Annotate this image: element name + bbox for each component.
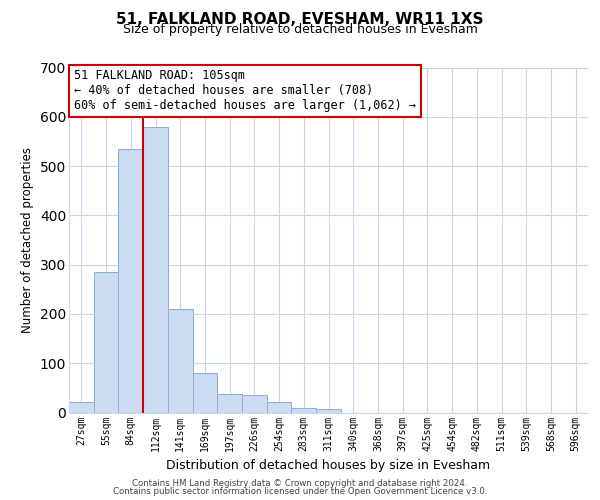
Bar [316,408,341,412]
Text: 51 FALKLAND ROAD: 105sqm
← 40% of detached houses are smaller (708)
60% of semi-: 51 FALKLAND ROAD: 105sqm ← 40% of detach… [74,69,416,112]
Bar [168,309,193,412]
Bar [143,126,168,412]
Bar [94,272,118,412]
Text: 51, FALKLAND ROAD, EVESHAM, WR11 1XS: 51, FALKLAND ROAD, EVESHAM, WR11 1XS [116,12,484,28]
Bar [193,373,217,412]
Y-axis label: Number of detached properties: Number of detached properties [21,147,34,333]
Bar [118,149,143,412]
Bar [292,408,316,412]
Text: Contains public sector information licensed under the Open Government Licence v3: Contains public sector information licen… [113,487,487,496]
X-axis label: Distribution of detached houses by size in Evesham: Distribution of detached houses by size … [166,459,491,472]
Bar [217,394,242,412]
Text: Contains HM Land Registry data © Crown copyright and database right 2024.: Contains HM Land Registry data © Crown c… [132,478,468,488]
Bar [267,402,292,412]
Bar [69,402,94,412]
Text: Size of property relative to detached houses in Evesham: Size of property relative to detached ho… [122,24,478,36]
Bar [242,395,267,412]
